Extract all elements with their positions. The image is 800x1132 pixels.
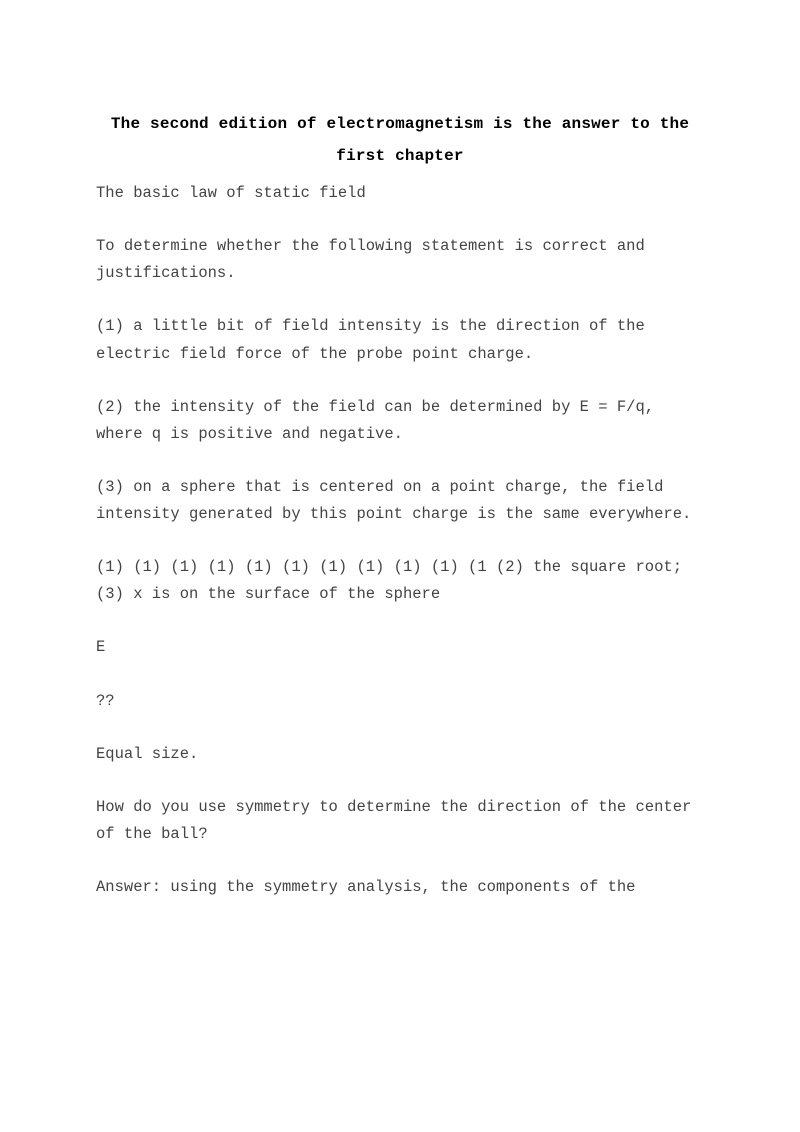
paragraph: ?? [96, 688, 704, 715]
paragraph: Answer: using the symmetry analysis, the… [96, 874, 704, 901]
paragraph: To determine whether the following state… [96, 233, 704, 287]
paragraph: (1) a little bit of field intensity is t… [96, 313, 704, 367]
paragraph: E [96, 634, 704, 661]
title-line-1: The second edition of electromagnetism i… [96, 108, 704, 140]
document-body: The basic law of static field To determi… [96, 180, 704, 901]
paragraph: How do you use symmetry to determine the… [96, 794, 704, 848]
paragraph: (3) on a sphere that is centered on a po… [96, 474, 704, 528]
paragraph: (1) (1) (1) (1) (1) (1) (1) (1) (1) (1) … [96, 554, 704, 608]
paragraph: (2) the intensity of the field can be de… [96, 394, 704, 448]
paragraph: The basic law of static field [96, 180, 704, 207]
title-line-2: first chapter [96, 140, 704, 172]
page-title: The second edition of electromagnetism i… [96, 108, 704, 172]
paragraph: Equal size. [96, 741, 704, 768]
